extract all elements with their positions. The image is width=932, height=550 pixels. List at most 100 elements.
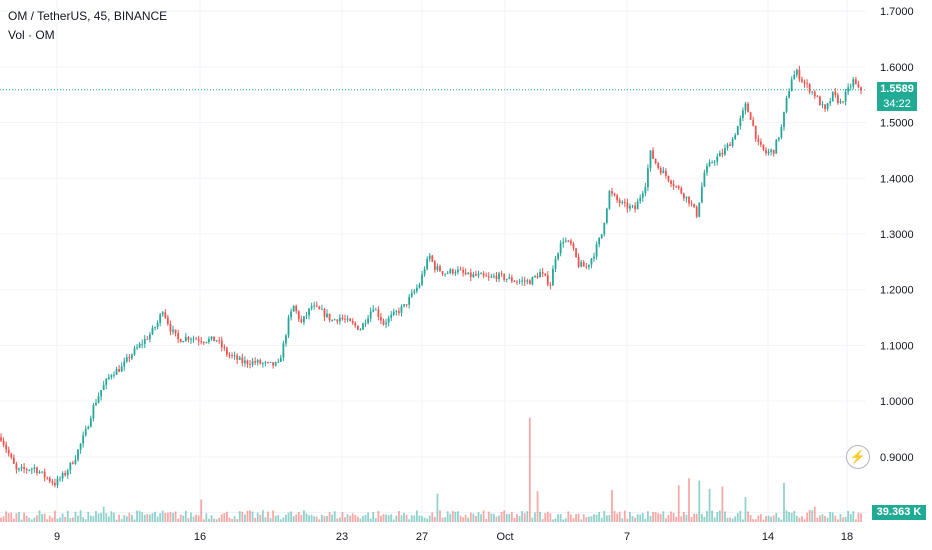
candle-body	[677, 186, 680, 189]
candle-body	[23, 467, 26, 470]
volume-bar	[772, 515, 775, 522]
volume-bar	[657, 513, 660, 522]
candle-body	[857, 83, 860, 88]
volume-bar	[682, 511, 685, 522]
candle-body	[182, 341, 185, 343]
candle-body	[349, 318, 352, 322]
candle-body	[585, 266, 588, 268]
volume-bar	[200, 499, 203, 522]
volume-bar	[241, 511, 244, 522]
volume-indicator-label[interactable]: Vol · OM	[8, 28, 55, 42]
candle-body	[570, 240, 572, 244]
candle-body	[187, 337, 190, 340]
volume-bar	[154, 511, 156, 522]
volume-bar	[634, 517, 636, 522]
candle-body	[433, 261, 436, 270]
candle-body	[659, 168, 662, 174]
volume-bar	[136, 510, 138, 522]
volume-bar	[729, 517, 731, 522]
candle-body	[554, 258, 557, 269]
volume-bar	[131, 514, 133, 522]
volume-bar	[510, 512, 513, 522]
volume-bar	[664, 518, 667, 522]
volume-bar	[742, 519, 744, 522]
volume-bar	[575, 514, 577, 522]
volume-bar	[477, 512, 480, 522]
time-axis[interactable]: 9 16 23 27 Oct 7 14 18	[54, 531, 853, 543]
volume-bar	[654, 512, 657, 522]
candle-body	[647, 168, 649, 188]
volume-bar	[164, 512, 167, 522]
volume-bar	[38, 510, 41, 522]
candle-body	[92, 405, 95, 419]
candle-body	[287, 317, 290, 336]
candle-body	[400, 306, 403, 313]
candle-body	[431, 255, 434, 262]
volume-bar	[177, 518, 180, 522]
candle-body	[413, 291, 416, 293]
volume-bar	[308, 515, 310, 522]
volume-bar	[318, 519, 321, 522]
volume-bar	[48, 515, 51, 522]
volume-bar	[436, 493, 439, 522]
volume-value-badge: 39.363 K	[872, 505, 926, 520]
y-tick-label: 1.6000	[880, 62, 914, 74]
candle-body	[783, 111, 785, 127]
candle-body	[269, 362, 272, 363]
volume-bar	[739, 510, 742, 522]
volume-bar	[356, 516, 359, 522]
candle-body	[446, 272, 449, 274]
volume-bar	[182, 515, 185, 522]
candle-body	[495, 275, 498, 279]
volume-bar	[672, 512, 675, 522]
volume-bar	[226, 511, 228, 522]
candle-body	[59, 478, 61, 480]
volume-bar	[554, 518, 557, 522]
candle-body	[657, 163, 660, 169]
candle-body	[5, 444, 8, 450]
volume-bar	[367, 512, 370, 522]
chart-grid	[0, 0, 866, 522]
candle-body	[341, 317, 344, 319]
alert-clock-icon[interactable]: ⚡	[846, 445, 870, 469]
volume-bar	[23, 512, 26, 522]
candle-body	[518, 281, 521, 283]
candle-body	[195, 338, 198, 340]
candle-body	[772, 149, 775, 154]
volume-bar	[788, 512, 791, 522]
candle-body	[377, 309, 380, 317]
volume-bar	[0, 517, 2, 522]
volume-bar	[97, 513, 100, 522]
candle-body	[395, 311, 398, 313]
candle-body	[292, 305, 295, 312]
volume-bar	[238, 511, 241, 522]
candle-body	[344, 318, 346, 320]
candle-body	[218, 340, 221, 342]
volume-bar	[613, 510, 616, 522]
candle-body	[698, 202, 701, 217]
volume-bar	[431, 512, 434, 522]
volume-bar	[105, 513, 108, 522]
volume-bar	[482, 510, 485, 522]
candle-body	[192, 338, 195, 340]
candle-body	[261, 363, 264, 364]
candle-body	[184, 337, 187, 342]
y-tick-label: 1.1000	[880, 340, 914, 352]
candle-body	[492, 275, 495, 277]
y-tick-label: 1.5000	[880, 118, 914, 130]
volume-bar	[264, 517, 267, 522]
candle-body	[546, 275, 549, 285]
candle-body	[757, 138, 760, 142]
volume-bar	[125, 516, 128, 522]
candle-body	[408, 296, 411, 305]
candle-body	[498, 273, 500, 279]
candle-body	[125, 357, 128, 362]
candle-body	[636, 201, 639, 210]
volume-bar	[752, 519, 755, 522]
volume-bar	[757, 515, 760, 522]
candle-body	[590, 258, 593, 265]
candle-body	[618, 200, 621, 204]
candle-body	[12, 457, 15, 464]
volume-bar	[300, 514, 303, 522]
